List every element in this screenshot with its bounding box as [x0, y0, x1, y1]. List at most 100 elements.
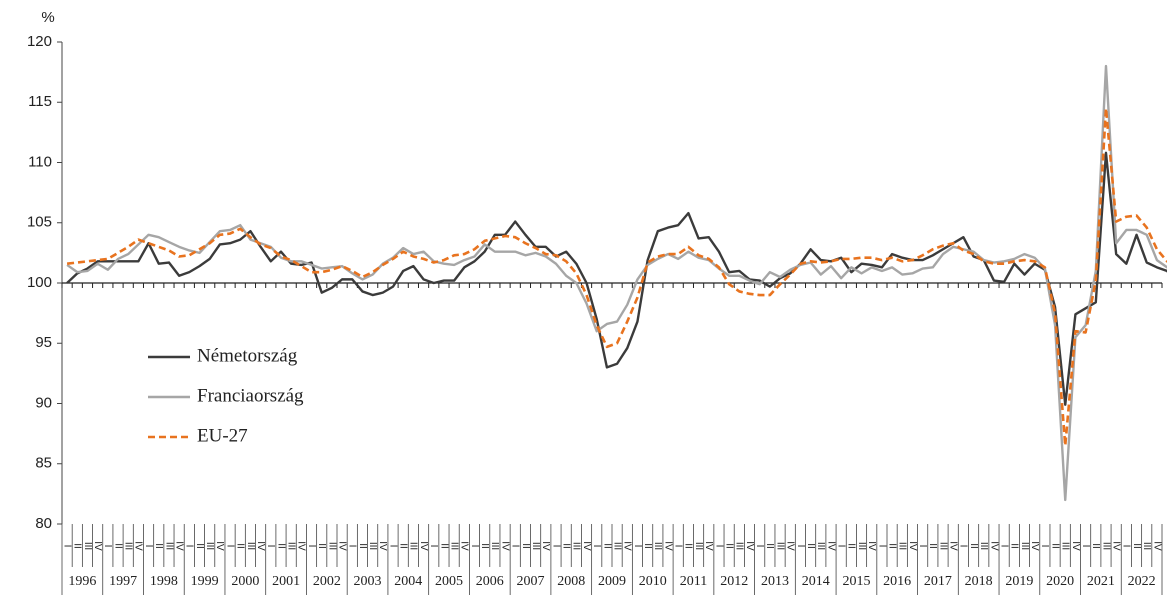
- y-tick-label: 90: [35, 394, 52, 411]
- year-label: 2014: [802, 574, 830, 589]
- x-tick-label: I: [998, 545, 1009, 548]
- x-tick-label: III: [489, 542, 500, 550]
- year-label: 2005: [435, 574, 463, 589]
- y-tick-label: 80: [35, 515, 52, 532]
- year-label: 2011: [680, 574, 707, 589]
- x-tick-label: I: [632, 545, 643, 548]
- y-tick-label: 115: [28, 93, 52, 110]
- x-tick-label: IV: [255, 541, 266, 551]
- x-tick-label: IV: [907, 541, 918, 551]
- x-tick-label: III: [286, 542, 297, 550]
- x-tick-label: I: [958, 545, 969, 548]
- x-tick-label: II: [438, 543, 449, 549]
- x-tick-label: I: [143, 545, 154, 548]
- x-tick-label: III: [245, 542, 256, 550]
- x-tick-label: III: [571, 542, 582, 550]
- x-tick-label: III: [448, 542, 459, 550]
- year-label: 1996: [68, 574, 96, 589]
- year-label: 2017: [924, 574, 952, 589]
- x-tick-label: IV: [744, 541, 755, 551]
- x-tick-label: II: [968, 543, 979, 549]
- y-axis-label: %: [41, 9, 54, 26]
- x-tick-label: IV: [703, 541, 714, 551]
- x-tick-label: I: [713, 545, 724, 548]
- x-tick-label: II: [846, 543, 857, 549]
- x-tick-label: III: [652, 542, 663, 550]
- x-tick-label: I: [1039, 545, 1050, 548]
- x-tick-label: IV: [499, 541, 510, 551]
- x-tick-label: I: [184, 545, 195, 548]
- year-label: 2018: [965, 574, 993, 589]
- x-tick-label: IV: [948, 541, 959, 551]
- x-tick-label: III: [82, 542, 93, 550]
- x-tick-label: II: [398, 543, 409, 549]
- x-tick-label: I: [917, 545, 928, 548]
- x-tick-label: II: [194, 543, 205, 549]
- x-tick-label: II: [275, 543, 286, 549]
- x-tick-label: II: [153, 543, 164, 549]
- x-tick-label: III: [1100, 542, 1111, 550]
- x-tick-label: IV: [988, 541, 999, 551]
- x-tick-label: IV: [173, 541, 184, 551]
- x-tick-label: II: [1009, 543, 1020, 549]
- year-label: 2022: [1128, 574, 1156, 589]
- year-label: 2013: [761, 574, 789, 589]
- legend-label: Franciaország: [197, 385, 304, 406]
- x-tick-label: IV: [296, 541, 307, 551]
- x-tick-label: II: [886, 543, 897, 549]
- x-tick-label: IV: [336, 541, 347, 551]
- series-line: [66, 151, 1167, 406]
- year-label: 2003: [354, 574, 382, 589]
- x-tick-label: II: [642, 543, 653, 549]
- series-line: [66, 106, 1167, 447]
- x-tick-label: II: [764, 543, 775, 549]
- year-label: 2010: [639, 574, 667, 589]
- x-tick-label: II: [316, 543, 327, 549]
- x-tick-label: II: [112, 543, 123, 549]
- year-label: 1997: [109, 574, 137, 589]
- x-tick-label: I: [428, 545, 439, 548]
- x-tick-label: I: [836, 545, 847, 548]
- x-tick-label: I: [1121, 545, 1132, 548]
- year-label: 2021: [1087, 574, 1115, 589]
- x-tick-label: II: [805, 543, 816, 549]
- x-tick-label: III: [530, 542, 541, 550]
- year-label: 2019: [1005, 574, 1033, 589]
- x-tick-label: I: [265, 545, 276, 548]
- x-tick-label: II: [479, 543, 490, 549]
- x-tick-label: III: [1060, 542, 1071, 550]
- x-tick-label: III: [326, 542, 337, 550]
- x-tick-label: IV: [1151, 541, 1162, 551]
- x-tick-label: II: [683, 543, 694, 549]
- x-tick-label: III: [367, 542, 378, 550]
- x-tick-label: IV: [622, 541, 633, 551]
- year-label: 2004: [394, 574, 422, 589]
- x-tick-label: I: [673, 545, 684, 548]
- y-tick-label: 95: [35, 334, 52, 351]
- y-tick-label: 100: [27, 274, 52, 291]
- x-tick-label: III: [734, 542, 745, 550]
- x-tick-label: I: [795, 545, 806, 548]
- x-tick-label: IV: [785, 541, 796, 551]
- x-tick-label: IV: [540, 541, 551, 551]
- x-tick-label: I: [1080, 545, 1091, 548]
- x-tick-label: IV: [1111, 541, 1122, 551]
- x-tick-label: III: [123, 542, 134, 550]
- year-label: 1998: [150, 574, 178, 589]
- x-tick-label: IV: [825, 541, 836, 551]
- x-tick-label: II: [1090, 543, 1101, 549]
- x-tick-label: III: [611, 542, 622, 550]
- y-tick-label: 120: [27, 33, 52, 50]
- x-tick-label: I: [306, 545, 317, 548]
- x-tick-label: IV: [459, 541, 470, 551]
- year-label: 2008: [557, 574, 585, 589]
- x-tick-label: II: [561, 543, 572, 549]
- x-tick-label: III: [204, 542, 215, 550]
- x-tick-label: I: [61, 545, 72, 548]
- x-tick-label: II: [357, 543, 368, 549]
- x-tick-label: II: [927, 543, 938, 549]
- year-label: 2009: [598, 574, 626, 589]
- year-label: 2016: [883, 574, 911, 589]
- x-tick-label: III: [978, 542, 989, 550]
